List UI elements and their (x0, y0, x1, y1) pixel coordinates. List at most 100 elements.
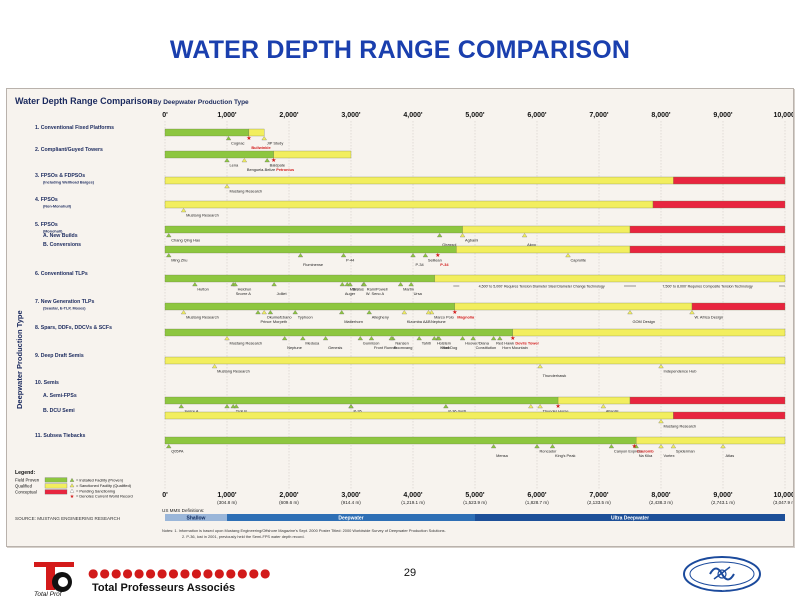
facility-label: Ram/Powell (367, 287, 388, 292)
record-star-icon: ★ (452, 309, 457, 316)
legend-status-label: Field Proven (15, 478, 40, 483)
note-2: 2. P-36, lost in 2001, previously held t… (182, 534, 305, 539)
mms-zone-bar (227, 514, 475, 521)
facility-label: Medusa (305, 341, 320, 346)
facility-label: Agbami (465, 238, 478, 243)
facility-marker-icon (357, 336, 363, 341)
bar-segment-qualified (462, 225, 631, 234)
facility-label: P-26 (354, 409, 362, 414)
facility-marker-icon (361, 282, 367, 287)
facility-label: Devils Tower (515, 341, 539, 346)
row-2: 3. FPSOs & FDPSOs (Including Wellhead Bar… (35, 173, 786, 194)
source-text: SOURCE: MUSTANG ENGINEERING RESEARCH (15, 516, 120, 521)
facility-label: Benguela-Belize (247, 167, 275, 172)
legend-swatch (44, 489, 68, 495)
category-label: B. Conversions (43, 242, 81, 248)
facility-marker-icon (658, 364, 664, 369)
facility-label: Atlas (726, 453, 735, 458)
bottom-tick-label: 7,000' (589, 492, 609, 499)
facility-marker-icon (166, 253, 172, 258)
facility-marker-icon (549, 444, 556, 449)
facility-marker-icon (459, 336, 466, 341)
facility-label: Hutton (197, 287, 208, 292)
mms-zone-bar (165, 514, 227, 521)
record-star-icon: ★ (510, 335, 515, 342)
bar-segment-proven (164, 274, 435, 283)
bottom-tick-label: 6,000' (527, 492, 547, 499)
bar-segment-qualified (456, 245, 631, 254)
bottom-tick-label: 4,000' (403, 492, 423, 499)
record-star-icon: ★ (271, 157, 276, 164)
facility-marker-icon (267, 310, 274, 315)
facility-marker-icon (166, 444, 172, 449)
facility-label: P-44 (346, 258, 355, 263)
facility-marker-icon (627, 310, 633, 315)
bar-segment-qualified (164, 200, 654, 209)
mms-definitions: US MMS Definitions: Shallow Deepwater Ultra… (162, 508, 785, 521)
facility-marker-icon (224, 336, 230, 341)
facility-marker-icon (537, 404, 543, 409)
facility-marker-icon (443, 404, 449, 409)
facility-label: Neptune (287, 345, 302, 350)
facility-label: Mustang Research (217, 369, 250, 374)
mms-zone-label: Shallow (187, 515, 206, 521)
facility-label: W. Seno A (366, 291, 385, 296)
facility-label: Neptune (431, 319, 446, 324)
facility-marker-icon (340, 253, 347, 258)
top-tick-label: 10,000' (773, 112, 793, 119)
row-6: B. Conversions Ming Zhu Fluminense P-44 P-34… (43, 242, 786, 267)
facility-label: Mustang Research (230, 189, 263, 194)
facility-label: Bullwinkle (251, 145, 271, 150)
bottom-tick-label: 8,000' (651, 492, 671, 499)
facility-marker-icon (322, 336, 329, 341)
top-tick-label: 5,000' (465, 112, 485, 119)
legend-marker-label: = Installed Facility (Proven) (76, 478, 124, 483)
category-label: 11. Subsea Tiebacks (35, 433, 85, 439)
category-label: 6. Conventional TLPs (35, 271, 88, 277)
rows: 1. Conventional Fixed PlatformsCognac★Bu… (35, 125, 786, 458)
category-label: A. Semi-FPSs (43, 393, 77, 399)
category-label: 9. Deep Draft Semis (35, 353, 84, 359)
facility-marker-icon (534, 444, 540, 449)
category-label: 7. New Generation TLPs (35, 299, 94, 305)
facility-label: Canyon Express (614, 449, 643, 454)
bottom-tick-label: 0' (162, 492, 168, 499)
legend-star-icon: ★ (70, 494, 75, 500)
facility-label: Mustang Research (186, 213, 219, 218)
mms-zone-label: Ultra Deepwater (611, 515, 649, 521)
facility-label: Mustang Research (230, 341, 263, 346)
logo-left-caption: Total Prof (34, 591, 63, 598)
facility-label: Okume/Ebano (267, 315, 292, 320)
row-4: 5. FPSOs (Monohull) Chang Qing Hao Girassol… (35, 222, 786, 247)
bar-segment-conceptual (673, 176, 786, 185)
callout-0: 4,500' to 5,000' Requires Tension Diamet… (453, 283, 630, 288)
note-1: Notes: 1. Information is based upon Must… (162, 528, 446, 533)
bar-segment-qualified (273, 150, 352, 159)
category-label: A. New Builds (43, 233, 78, 239)
facility-label: Fluminense (303, 262, 323, 267)
facility-label: Constitution (476, 345, 497, 350)
facility-label: Auger (345, 291, 356, 296)
legend-marker-label: = Denotes Current World Record (76, 494, 133, 499)
top-tick-label: 8,000' (651, 112, 671, 119)
facility-marker-icon (224, 184, 230, 189)
bar-segment-conceptual (629, 245, 786, 254)
facility-marker-icon (180, 208, 187, 213)
facility-label: Nansen (395, 341, 408, 346)
category-label: 2. Compliant/Guyed Towers (35, 147, 103, 153)
top-tick-label: 4,000' (403, 112, 423, 119)
facility-marker-icon (211, 364, 218, 369)
facility-marker-icon (300, 336, 306, 341)
facility-marker-icon (600, 404, 607, 409)
facility-marker-icon (368, 336, 375, 341)
facility-label: Baldpate (270, 163, 285, 168)
facility-label: Thunder Horse (543, 409, 569, 414)
facility-label: Girassol (442, 242, 456, 247)
bar-segment-qualified (434, 274, 786, 283)
facility-marker-icon (670, 444, 677, 449)
facility-label: JIP Study (267, 141, 284, 146)
facility-marker-icon (633, 444, 639, 449)
bar-segment-conceptual (629, 225, 786, 234)
facility-marker-icon (292, 310, 298, 315)
facility-label: Horn Mountain (502, 345, 528, 350)
